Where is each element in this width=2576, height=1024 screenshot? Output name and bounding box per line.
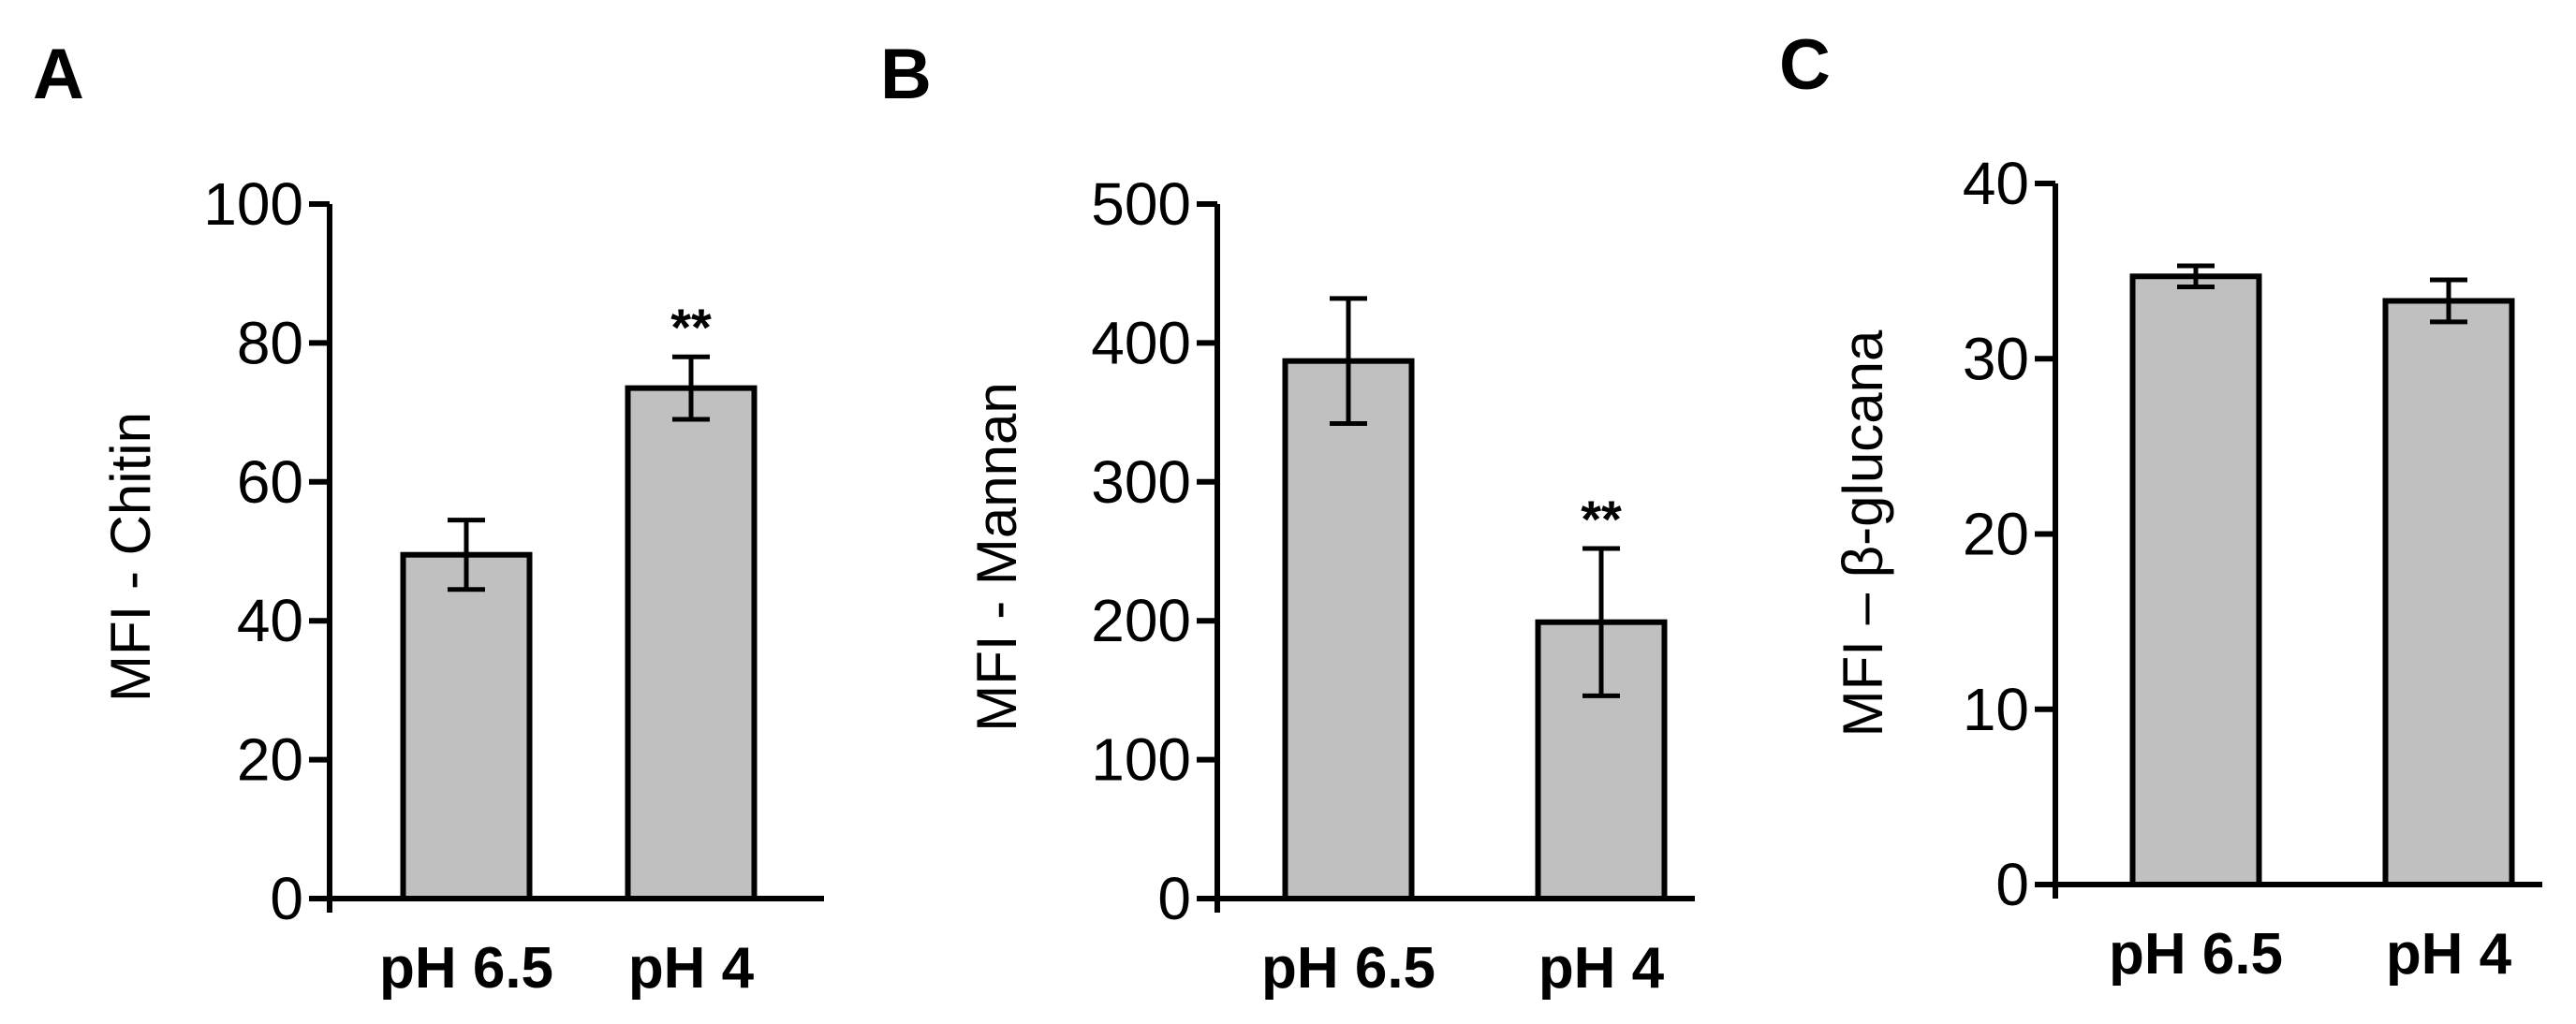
- panel-c-y-tick-label-10: 10: [1963, 676, 2029, 743]
- panel-c-bar-2: [2382, 298, 2515, 887]
- panel-a-letter: A: [33, 35, 84, 114]
- panel-a-y-tick-label-20: 20: [237, 726, 303, 794]
- panel-a-significance-2: **: [670, 298, 712, 357]
- panel-b-letter: B: [880, 35, 932, 114]
- panel-c-y-tick-label-20: 20: [1963, 501, 2029, 568]
- panel-b-y-tick-label-0: 0: [1157, 865, 1191, 932]
- panel-c-y-tick-label-30: 30: [1963, 325, 2029, 392]
- panel-b-y-tick-label-200: 200: [1091, 587, 1191, 654]
- panel-a-category-label-2: pH 4: [628, 936, 755, 1001]
- panel-a-y-axis-title: MFI - Chitin: [99, 412, 162, 702]
- panel-b-category-label-1: pH 6.5: [1261, 936, 1435, 1001]
- panel-c-letter: C: [1779, 25, 1831, 105]
- panel-a-bar-2: [625, 385, 758, 901]
- panel-b-y-tick-label-400: 400: [1091, 309, 1191, 376]
- panel-c-category-label-2: pH 4: [2386, 922, 2512, 987]
- panel-b-bar-1: [1282, 358, 1415, 901]
- panel-c-bar-1: [2129, 273, 2262, 887]
- panel-a-y-tick-label-60: 60: [237, 448, 303, 516]
- panel-b-y-tick-label-100: 100: [1091, 726, 1191, 794]
- panel-a-y-tick-label-100: 100: [203, 170, 303, 238]
- panel-a-y-tick-label-40: 40: [237, 587, 303, 654]
- panel-a-bar-1: [400, 551, 533, 902]
- panel-b-y-tick-label-300: 300: [1091, 448, 1191, 516]
- panel-c-y-tick-label-40: 40: [1963, 150, 2029, 217]
- panel-c-y-tick-label-0: 0: [1995, 851, 2029, 918]
- panel-b-category-label-2: pH 4: [1538, 936, 1665, 1001]
- panel-a-y-tick-label-80: 80: [237, 309, 303, 376]
- panel-a-y-tick-label-0: 0: [270, 865, 303, 932]
- panel-b-y-tick-label-500: 500: [1091, 170, 1191, 238]
- panel-b-significance-2: **: [1581, 490, 1622, 549]
- panel-a-category-label-1: pH 6.5: [379, 936, 553, 1001]
- panel-b-y-axis-title: MFI - Mannan: [965, 382, 1028, 731]
- panel-c-y-axis-title: MFI – β-glucana: [1832, 329, 1894, 737]
- panel-c-category-label-1: pH 6.5: [2109, 922, 2283, 987]
